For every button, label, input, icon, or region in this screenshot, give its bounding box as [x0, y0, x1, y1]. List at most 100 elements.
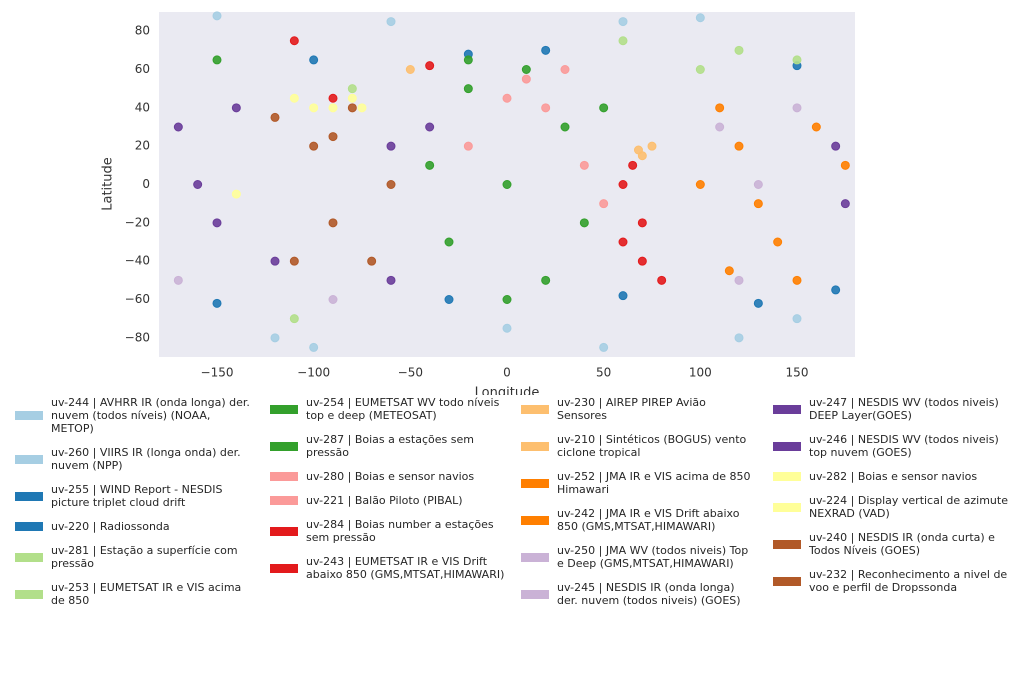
data-point	[579, 218, 589, 228]
data-point	[289, 256, 299, 266]
data-point	[792, 55, 802, 65]
data-point	[347, 103, 357, 113]
data-point	[309, 342, 319, 352]
legend-swatch	[15, 491, 43, 501]
legend-swatch	[270, 496, 298, 505]
legend-label: uv-230 | AIREP PIREP Avião Sensores	[557, 396, 706, 422]
data-point	[734, 275, 744, 285]
legend-entry: uv-282 | Boias e sensor navios	[773, 470, 1009, 483]
data-point	[753, 199, 763, 209]
y-tick-label: 0	[142, 177, 150, 191]
legend-entry: uv-280 | Boias e sensor navios	[270, 470, 506, 483]
data-point	[541, 103, 551, 113]
data-point	[618, 237, 628, 247]
y-axis-label: Latitude	[101, 157, 116, 211]
data-point	[212, 55, 222, 65]
legend-swatch	[270, 526, 298, 536]
data-point	[792, 275, 802, 285]
legend-entry: uv-260 | VIIRS IR (longa onda) der. nuve…	[15, 446, 251, 472]
data-point	[463, 84, 473, 94]
legend-entry: uv-252 | JMA IR e VIS acima de 850 Himaw…	[521, 470, 757, 496]
x-tick-label: −150	[201, 366, 234, 380]
y-tick-label: 60	[135, 62, 150, 76]
data-point	[831, 285, 841, 295]
legend-entry: uv-284 | Boias number a estações sem pre…	[270, 518, 506, 544]
data-point	[811, 122, 821, 132]
legend-swatch	[773, 576, 801, 586]
data-point	[444, 237, 454, 247]
legend-swatch	[773, 472, 801, 481]
legend-entry: uv-250 | JMA WV (todos niveis) Top e Dee…	[521, 544, 757, 570]
data-point	[734, 333, 744, 343]
data-point	[212, 218, 222, 228]
legend-entry: uv-232 | Reconhecimento a nivel de voo e…	[773, 568, 1009, 594]
data-point	[599, 342, 609, 352]
legend-label: uv-240 | NESDIS IR (onda curta) e Todos …	[809, 531, 995, 557]
data-point	[347, 93, 357, 103]
data-point	[463, 55, 473, 65]
legend-entry: uv-230 | AIREP PIREP Avião Sensores	[521, 396, 757, 422]
data-point	[541, 45, 551, 55]
x-tick-label: −100	[297, 366, 330, 380]
data-point	[840, 160, 850, 170]
data-point	[715, 122, 725, 132]
chart: Longitude Latitude −150 −100 −50 0 50 100 150 −…	[101, 11, 855, 401]
legend-swatch	[270, 563, 298, 573]
data-point	[328, 132, 338, 142]
legend-label: uv-287 | Boias a estações sem pressão	[306, 433, 474, 459]
data-point	[618, 180, 628, 189]
data-point	[212, 11, 222, 21]
legend-column: uv-254 | EUMETSAT WV todo níveis top e d…	[270, 396, 506, 581]
data-point	[347, 84, 357, 94]
data-point	[328, 93, 338, 103]
data-point	[618, 36, 628, 46]
data-point	[579, 160, 589, 170]
legend-entry: uv-246 | NESDIS WV (todos niveis) top nu…	[773, 433, 1009, 459]
data-point	[357, 103, 367, 113]
data-point	[289, 314, 299, 324]
data-point	[309, 55, 319, 65]
legend-swatch	[270, 404, 298, 414]
data-point	[618, 17, 628, 27]
legend-swatch	[15, 552, 43, 562]
data-point	[193, 180, 203, 189]
legend-entry: uv-254 | EUMETSAT WV todo níveis top e d…	[270, 396, 506, 422]
data-point	[618, 291, 628, 301]
y-tick-label: −80	[125, 330, 150, 344]
data-point	[425, 61, 435, 71]
legend-entry: uv-247 | NESDIS WV (todos niveis) DEEP L…	[773, 396, 1009, 422]
legend-label: uv-246 | NESDIS WV (todos niveis) top nu…	[809, 433, 999, 459]
legend-entry: uv-224 | Display vertical de azimute NEX…	[773, 494, 1009, 520]
legend-label: uv-244 | AVHRR IR (onda longa) der. nuve…	[51, 396, 250, 435]
legend-label: uv-224 | Display vertical de azimute NEX…	[809, 494, 1008, 520]
data-point	[695, 13, 705, 23]
legend-swatch	[521, 589, 549, 599]
x-tick-label: 50	[596, 366, 611, 380]
data-point	[599, 199, 609, 209]
x-tick-label: 100	[689, 366, 712, 380]
legend-entry: uv-281 | Estação a superfície com pressã…	[15, 544, 251, 570]
data-point	[173, 275, 183, 285]
data-point	[724, 266, 734, 276]
data-point	[231, 103, 241, 113]
data-point	[231, 189, 241, 199]
legend-entry: uv-220 | Radiossonda	[15, 520, 251, 533]
legend-swatch	[15, 454, 43, 464]
data-point	[773, 237, 783, 247]
legend-label: uv-242 | JMA IR e VIS Drift abaixo 850 (…	[557, 507, 740, 533]
legend: uv-244 | AVHRR IR (onda longa) der. nuve…	[0, 396, 1014, 695]
legend-swatch	[773, 441, 801, 451]
data-point	[212, 298, 222, 308]
data-point	[463, 141, 473, 151]
legend-label: uv-220 | Radiossonda	[51, 520, 170, 533]
data-point	[502, 93, 512, 103]
x-tick-label: −50	[398, 366, 423, 380]
legend-swatch	[270, 441, 298, 451]
legend-swatch	[15, 589, 43, 599]
legend-label: uv-250 | JMA WV (todos niveis) Top e Dee…	[557, 544, 749, 570]
legend-entry: uv-244 | AVHRR IR (onda longa) der. nuve…	[15, 396, 251, 435]
legend-label: uv-255 | WIND Report - NESDIS picture tr…	[51, 483, 223, 509]
data-point	[502, 295, 512, 304]
y-tick-label: 20	[135, 139, 150, 153]
data-point	[270, 333, 280, 343]
